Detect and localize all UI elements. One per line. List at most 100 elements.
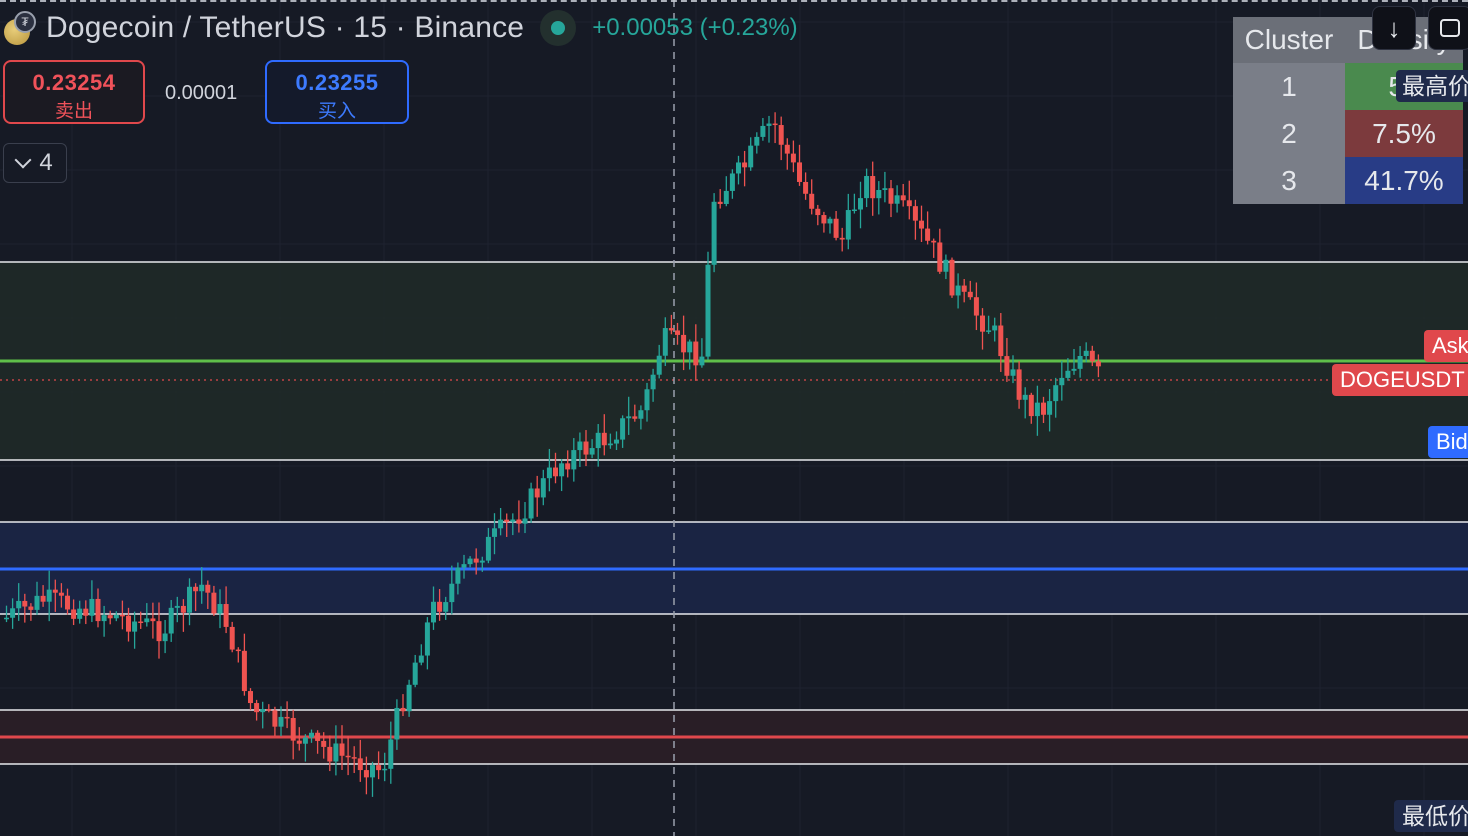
buy-button[interactable]: 0.23255 买入 bbox=[265, 60, 409, 124]
dogecoin-logo-icon: ₮ bbox=[4, 11, 36, 45]
candle-body bbox=[333, 743, 339, 762]
candle-body bbox=[534, 488, 540, 498]
candle-body bbox=[504, 519, 510, 522]
candle-body bbox=[760, 125, 766, 137]
symbol-header: ₮ Dogecoin / TetherUS · 15 · Binance +0.… bbox=[4, 8, 798, 48]
candle-body bbox=[992, 325, 998, 331]
candle-body bbox=[199, 584, 205, 592]
highest-price-label: 最高价 bbox=[1396, 70, 1468, 102]
candle-body bbox=[174, 605, 180, 608]
cluster-id: 2 bbox=[1233, 110, 1345, 157]
cluster-density: 7.5% bbox=[1345, 110, 1463, 157]
candle-body bbox=[83, 608, 89, 616]
candle-body bbox=[1083, 350, 1089, 356]
candle-body bbox=[882, 188, 888, 190]
candle-body bbox=[406, 684, 412, 712]
indicators-collapse-button[interactable]: 4 bbox=[3, 143, 67, 183]
candle-body bbox=[4, 617, 9, 620]
candle-body bbox=[937, 242, 943, 272]
candle-body bbox=[1077, 355, 1083, 369]
indicator-count: 4 bbox=[39, 149, 53, 176]
candle-body bbox=[400, 707, 406, 712]
candle-body bbox=[766, 123, 772, 126]
candle-body bbox=[522, 518, 528, 524]
candle-body bbox=[510, 519, 516, 522]
candle-body bbox=[150, 618, 156, 622]
candle-body bbox=[632, 416, 638, 419]
market-open-dot-icon[interactable] bbox=[540, 10, 577, 46]
candle-body bbox=[1065, 370, 1071, 378]
candle-body bbox=[626, 416, 632, 419]
candle-body bbox=[577, 441, 583, 451]
candle-body bbox=[119, 614, 125, 617]
candle-body bbox=[52, 589, 58, 593]
bid-price-tag: Bid bbox=[1428, 426, 1468, 458]
top-border bbox=[0, 0, 1468, 2]
candle-body bbox=[22, 600, 28, 607]
candle-body bbox=[815, 208, 821, 216]
candle-body bbox=[1041, 402, 1046, 415]
candle-body bbox=[376, 765, 382, 771]
candle-body bbox=[790, 153, 796, 163]
candle-body bbox=[34, 595, 40, 610]
symbol-title[interactable]: Dogecoin / TetherUS · 15 · Binance bbox=[46, 11, 525, 44]
candle-body bbox=[339, 743, 345, 756]
candle-body bbox=[205, 584, 211, 593]
candle-body bbox=[851, 209, 857, 212]
scroll-to-realtime-button[interactable]: ↓ bbox=[1372, 6, 1416, 50]
candle-body bbox=[717, 201, 723, 204]
candle-body bbox=[40, 595, 46, 602]
candle-body bbox=[589, 448, 595, 455]
candle-body bbox=[528, 488, 534, 519]
candle-body bbox=[248, 691, 253, 704]
candle-body bbox=[644, 389, 650, 411]
candle-body bbox=[309, 732, 314, 738]
candle-body bbox=[193, 586, 199, 592]
sell-button[interactable]: 0.23254 卖出 bbox=[3, 60, 145, 124]
candle-body bbox=[821, 215, 827, 224]
candle-body bbox=[876, 189, 882, 199]
candle-body bbox=[693, 341, 699, 366]
candle-body bbox=[71, 609, 77, 619]
candle-body bbox=[1010, 369, 1016, 376]
candle-body bbox=[894, 195, 900, 204]
candle-body bbox=[1059, 377, 1065, 386]
candle-body bbox=[888, 188, 894, 204]
cluster-row: 3 41.7% bbox=[1233, 157, 1463, 204]
candle-body bbox=[132, 621, 138, 632]
candle-body bbox=[455, 567, 461, 584]
candle-body bbox=[211, 592, 217, 614]
candle-body bbox=[650, 374, 656, 390]
candle-body bbox=[516, 519, 522, 524]
candle-body bbox=[961, 285, 967, 292]
fullscreen-button[interactable] bbox=[1428, 6, 1468, 50]
candle-body bbox=[302, 737, 308, 744]
candle-body bbox=[492, 528, 497, 537]
candle-body bbox=[144, 618, 150, 623]
candle-body bbox=[931, 240, 937, 243]
candle-body bbox=[101, 615, 107, 622]
candle-body bbox=[363, 770, 369, 778]
candle-body bbox=[461, 564, 467, 568]
candle-body bbox=[845, 210, 851, 240]
price-change: +0.00053 (+0.23%) bbox=[592, 14, 798, 41]
candle-body bbox=[278, 716, 284, 727]
candle-body bbox=[809, 193, 815, 209]
candle-body bbox=[565, 463, 571, 470]
candle-body bbox=[126, 615, 131, 632]
candle-body bbox=[778, 125, 784, 145]
candle-body bbox=[595, 432, 601, 449]
candle-body bbox=[382, 768, 388, 771]
candle-body bbox=[772, 123, 778, 126]
candle-body bbox=[77, 608, 83, 619]
candle-body bbox=[656, 355, 662, 375]
cluster-density: 41.7% bbox=[1345, 157, 1463, 204]
candle-body bbox=[546, 467, 552, 479]
candle-body bbox=[1034, 402, 1040, 417]
candle-body bbox=[345, 755, 351, 758]
candle-body bbox=[412, 662, 418, 685]
candle-body bbox=[583, 441, 589, 455]
candle-body bbox=[467, 558, 473, 565]
